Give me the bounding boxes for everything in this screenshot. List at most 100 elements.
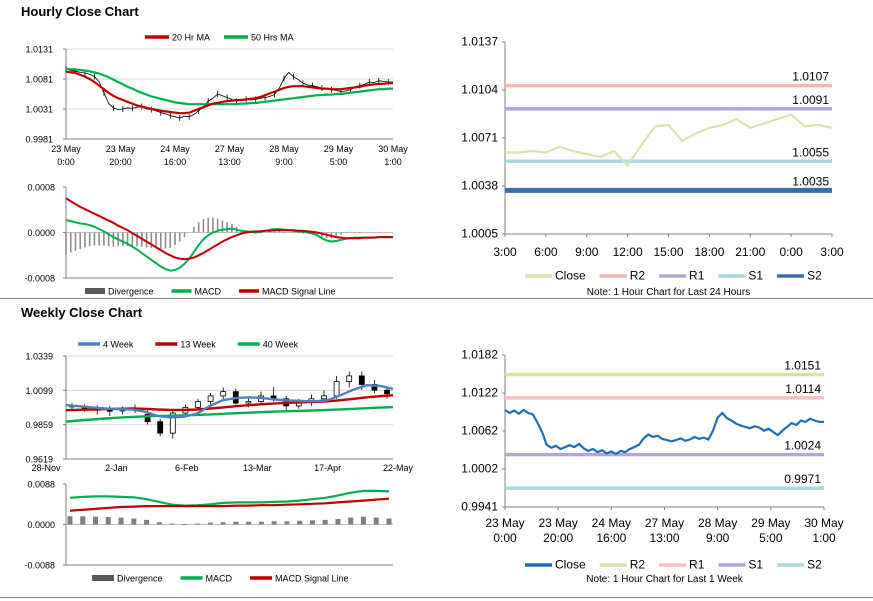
weekly-macd-tick-label: 0.0088: [27, 480, 55, 490]
hourly-levels-tick-label: 1.0071: [461, 131, 498, 145]
weekly-candle-body: [358, 375, 365, 385]
weekly-levels-note: Note: 1 Hour Chart for Last 1 Week: [586, 574, 744, 585]
hourly-price-xtick-date: 24 May: [160, 144, 190, 154]
hourly-price-xtick-time: 0:00: [57, 157, 75, 167]
weekly-divergence-bar: [80, 516, 86, 525]
weekly-price-tick-label: 0.9619: [25, 455, 53, 465]
weekly-candle-body: [333, 381, 340, 397]
hourly-levels-note: Note: 1 Hour Chart for Last 24 Hours: [587, 287, 750, 298]
weekly-levels-close-line: [504, 408, 824, 456]
weekly-divergence-bar: [348, 517, 354, 525]
weekly-divergence-bar: [67, 516, 73, 525]
weekly-divergence-bar: [105, 517, 111, 525]
weekly-levels-xtick-time: 13:00: [649, 531, 679, 545]
hourly-levels-legend-label: Close: [555, 269, 586, 283]
weekly-price-legend-label: 40 Week: [263, 340, 299, 350]
hourly-macd-legend-label: MACD: [195, 287, 222, 297]
weekly-levels-tick-label: 1.0062: [461, 424, 498, 438]
weekly-candle-body: [157, 421, 164, 434]
weekly-levels-xtick-date: 23 May: [538, 516, 577, 530]
weekly-levels-level-label: 1.0151: [784, 359, 821, 373]
weekly-price-xtick-label: 6-Feb: [175, 463, 199, 473]
weekly-macd-tick-label: -0.0088: [24, 561, 55, 571]
weekly-divergence-bar: [131, 518, 137, 525]
hourly-price-xtick-date: 23 May: [51, 144, 81, 154]
weekly-price-tick-label: 1.0339: [25, 352, 53, 362]
weekly-price-xtick-label: 28-Nov: [31, 463, 61, 473]
weekly-macd-tick-label: 0.0000: [27, 520, 55, 530]
weekly-candle-body: [220, 391, 227, 397]
weekly-signal-line: [69, 497, 390, 512]
hourly-price-tick-label: 1.0031: [25, 105, 53, 115]
hourly-price-xtick-date: 29 May: [324, 144, 354, 154]
weekly-divergence-bar: [233, 521, 239, 525]
hourly-levels-xtick-label: 15:00: [653, 245, 683, 259]
weekly-divergence-bar: [169, 523, 175, 525]
weekly-levels-legend-label: R1: [689, 558, 705, 572]
weekly-macd-legend-label: MACD Signal Line: [275, 574, 349, 584]
weekly-levels-xtick-time: 0:00: [493, 531, 517, 545]
hourly-price-xtick-date: 23 May: [106, 144, 136, 154]
weekly-levels-legend-label: Close: [555, 558, 586, 572]
weekly-levels-xtick-date: 23 May: [485, 516, 524, 530]
hourly-price-xtick-date: 28 May: [269, 144, 299, 154]
bottom-rule: [0, 597, 873, 598]
weekly-price-tick-label: 1.0099: [25, 386, 53, 396]
weekly-divergence-bar: [386, 518, 392, 525]
weekly-divergence-bar: [246, 521, 252, 525]
hourly-levels-xtick-label: 21:00: [735, 245, 765, 259]
weekly-candle-body: [245, 401, 252, 404]
weekly-divergence-bar: [271, 521, 277, 525]
weekly-price-legend-label: 4 Week: [103, 340, 134, 350]
weekly-price-xtick-label: 13-Mar: [243, 463, 272, 473]
hourly-levels-tick-label: 1.0038: [461, 179, 498, 193]
weekly-macd-legend-label: MACD: [206, 574, 233, 584]
weekly-macd-legend-label: Divergence: [117, 574, 163, 584]
hourly-price-tick-label: 1.0081: [25, 75, 53, 85]
weekly-divergence-bar: [144, 519, 150, 525]
weekly-levels-tick-label: 1.0182: [461, 348, 498, 362]
hourly-macd-line: [65, 219, 393, 272]
weekly-levels-xtick-time: 1:00: [812, 531, 836, 545]
section-divider: [0, 298, 873, 299]
weekly-candle-body: [106, 409, 113, 412]
hourly-levels-level-label: 1.0035: [792, 174, 829, 188]
hourly-price-tick-label: 0.9981: [25, 135, 53, 145]
weekly-ma4-line: [65, 383, 394, 419]
weekly-divergence-bar: [156, 522, 162, 525]
hourly-levels-legend-label: R2: [630, 269, 646, 283]
weekly-divergence-bar: [220, 522, 226, 525]
hourly-price-xtick-time: 13:00: [218, 157, 241, 167]
weekly-price-legend-label: 13 Week: [180, 340, 216, 350]
weekly-levels-xtick-time: 5:00: [759, 531, 783, 545]
hourly-levels-legend-label: S1: [748, 269, 763, 283]
weekly-levels-xtick-date: 29 May: [751, 516, 790, 530]
hourly-macd-legend-label: MACD Signal Line: [262, 287, 336, 297]
hourly-levels-xtick-label: 9:00: [575, 245, 599, 259]
weekly-levels-tick-label: 1.0002: [461, 462, 498, 476]
hourly-levels-xtick-label: 6:00: [534, 245, 558, 259]
weekly-divergence-bar: [182, 524, 188, 526]
hourly-ma20-line: [65, 70, 393, 115]
weekly-levels-legend-label: S2: [807, 558, 822, 572]
hourly-levels-xtick-label: 3:00: [493, 245, 517, 259]
hourly-macd-legend-label: Divergence: [108, 287, 154, 297]
weekly-divergence-bar: [93, 516, 99, 525]
weekly-divergence-bar: [335, 518, 341, 525]
hourly-price-xtick-time: 5:00: [330, 157, 348, 167]
hourly-levels-tick-label: 1.0137: [461, 35, 498, 49]
weekly-levels-legend-label: S1: [748, 558, 763, 572]
hourly-price-legend-label: 50 Hrs MA: [251, 33, 294, 43]
hourly-macd-tick-label: 0.0000: [27, 228, 55, 238]
weekly-title: Weekly Close Chart: [21, 305, 143, 320]
hourly-signal-line: [65, 197, 393, 261]
weekly-levels-xtick-date: 27 May: [645, 516, 684, 530]
weekly-candle-body: [144, 414, 151, 423]
weekly-price-tick-label: 0.9859: [25, 420, 53, 430]
hourly-macd-tick-label: 0.0008: [27, 183, 55, 193]
hourly-price-xtick-date: 27 May: [215, 144, 245, 154]
weekly-levels-xtick-date: 30 May: [804, 516, 843, 530]
hourly-levels-xtick-label: 18:00: [694, 245, 724, 259]
hourly-close-line: [65, 68, 393, 119]
